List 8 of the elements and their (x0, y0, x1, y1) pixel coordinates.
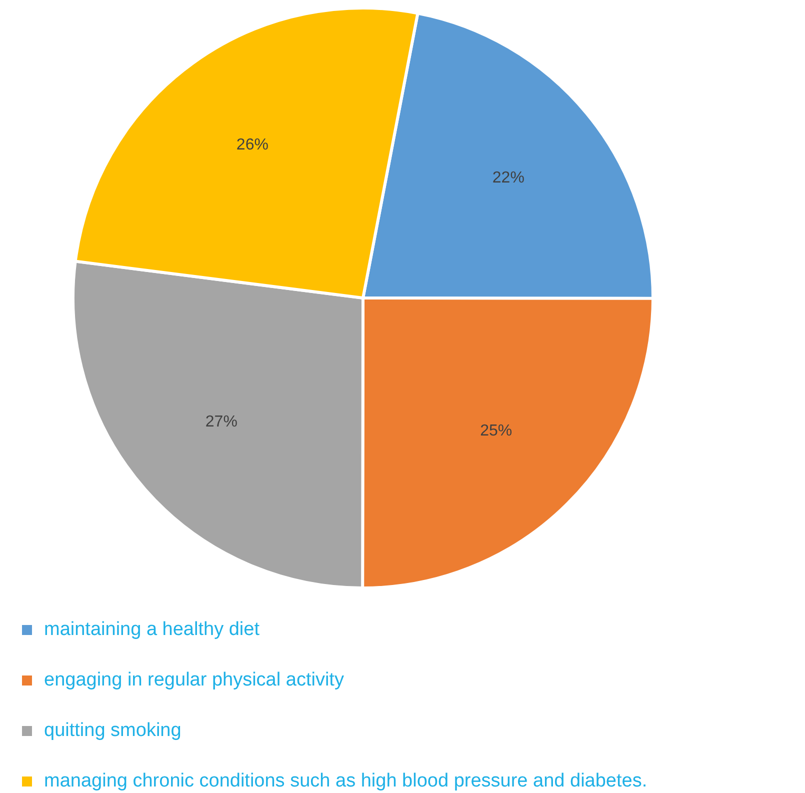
data-label: 22% (492, 169, 524, 186)
data-label: 26% (236, 136, 268, 154)
data-label: 27% (205, 414, 238, 431)
legend-label: managing chronic conditions such as high blood pressure and diabetes. (44, 770, 648, 792)
legend-label: engaging in regular physical activity (44, 670, 344, 691)
legend-label: quitting smoking (44, 720, 182, 742)
data-label: 25% (480, 422, 512, 440)
legend-label: maintaining a healthy diet (44, 619, 260, 640)
